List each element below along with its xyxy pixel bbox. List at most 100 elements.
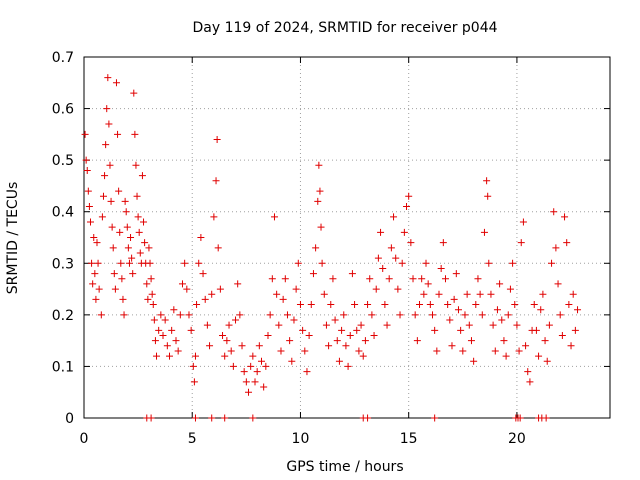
data-point	[476, 290, 484, 298]
data-point-zero	[542, 414, 550, 422]
data-point	[125, 259, 133, 267]
data-point	[485, 259, 493, 267]
data-point	[101, 172, 109, 180]
data-point	[118, 275, 126, 283]
data-point	[227, 347, 235, 355]
data-point	[178, 280, 186, 288]
data-point	[567, 342, 575, 350]
data-point	[212, 177, 220, 185]
x-axis-title: GPS time / hours	[286, 459, 403, 475]
data-point	[554, 280, 562, 288]
data-point	[95, 285, 103, 293]
x-tick-label: 20	[508, 431, 526, 447]
data-point	[329, 275, 337, 283]
data-point	[574, 306, 582, 314]
data-point	[370, 331, 378, 339]
x-tick-label: 10	[292, 431, 310, 447]
y-axis-title: SRMTID / TECUs	[5, 182, 21, 295]
data-point-zero	[516, 414, 524, 422]
data-point	[107, 197, 115, 205]
data-point	[478, 311, 486, 319]
data-point	[191, 352, 199, 360]
data-point	[157, 311, 165, 319]
data-point	[366, 275, 374, 283]
y-tick-label: 0.7	[52, 50, 74, 66]
data-point	[522, 342, 530, 350]
data-point	[301, 347, 309, 355]
data-point	[129, 270, 137, 278]
data-point	[132, 161, 140, 169]
data-point	[266, 311, 274, 319]
data-point	[257, 357, 265, 365]
data-point	[97, 311, 105, 319]
data-point	[545, 321, 553, 329]
data-point	[82, 156, 90, 164]
data-point	[461, 311, 469, 319]
data-point	[229, 362, 237, 370]
data-point	[396, 311, 404, 319]
data-point	[519, 218, 527, 226]
data-point	[120, 311, 128, 319]
data-point	[353, 326, 361, 334]
data-point	[441, 275, 449, 283]
data-point	[144, 295, 152, 303]
data-point	[511, 301, 519, 309]
data-point	[121, 197, 129, 205]
data-point	[459, 347, 467, 355]
data-point	[413, 337, 421, 345]
data-point	[123, 223, 131, 231]
data-point	[563, 239, 571, 247]
data-point	[161, 316, 169, 324]
data-point	[340, 311, 348, 319]
data-point	[213, 136, 221, 144]
data-point	[195, 259, 203, 267]
data-point	[262, 362, 270, 370]
data-point	[183, 285, 191, 293]
data-point	[483, 177, 491, 185]
data-point	[279, 295, 287, 303]
plot-frame	[83, 56, 611, 419]
data-point	[489, 321, 497, 329]
data-point	[500, 337, 508, 345]
data-point	[88, 259, 96, 267]
data-point	[138, 172, 146, 180]
x-tick-label: 0	[80, 431, 89, 447]
data-point	[357, 321, 365, 329]
data-point	[193, 301, 201, 309]
data-point	[277, 347, 285, 355]
data-point	[124, 244, 132, 252]
data-point	[270, 213, 278, 221]
data-point	[448, 342, 456, 350]
axis-ticks: 0 0.1 0.2 0.3 0.4 0.5 0.6 0.7 0 5 10 15 20	[52, 50, 610, 447]
data-point	[530, 301, 538, 309]
data-point	[187, 326, 195, 334]
data-point	[504, 311, 512, 319]
data-point	[90, 234, 98, 241]
data-point	[400, 228, 408, 236]
data-point	[197, 234, 205, 241]
data-point	[374, 254, 382, 262]
data-point	[119, 295, 127, 303]
data-point-zero	[431, 414, 439, 422]
data-point	[565, 301, 573, 309]
data-point	[435, 290, 443, 298]
data-point	[110, 270, 118, 278]
data-point	[550, 208, 558, 216]
data-point	[305, 331, 313, 339]
data-point	[98, 213, 106, 221]
data-point	[199, 270, 207, 278]
data-point	[168, 326, 176, 334]
data-point	[130, 89, 138, 97]
x-tick-label: 15	[400, 431, 418, 447]
data-point	[359, 352, 367, 360]
data-point	[346, 331, 354, 339]
data-point	[439, 239, 447, 247]
data-point	[134, 213, 142, 221]
data-point	[420, 290, 428, 298]
data-point	[181, 259, 189, 267]
data-point	[89, 280, 97, 288]
data-point	[333, 337, 341, 345]
data-point	[174, 347, 182, 355]
data-point	[166, 352, 174, 360]
data-point	[344, 362, 352, 370]
